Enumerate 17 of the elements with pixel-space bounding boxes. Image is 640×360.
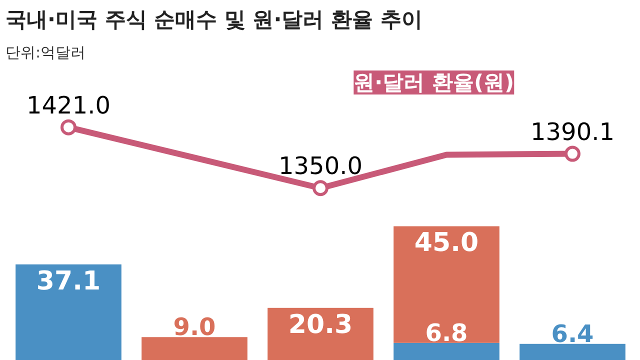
bar bbox=[394, 342, 500, 360]
data-label: 20.3 bbox=[288, 310, 353, 340]
data-label: 45.0 bbox=[414, 228, 479, 258]
data-label: 1390.1 bbox=[530, 118, 614, 146]
data-label: 37.1 bbox=[36, 266, 101, 296]
data-label: 1421.0 bbox=[26, 91, 110, 120]
text: 원·달러 환율(원) bbox=[354, 70, 514, 94]
bar bbox=[394, 226, 500, 343]
chart-title: 국내·미국 주식 순매수 및 원·달러 환율 추이 bbox=[6, 8, 422, 32]
data-label: 6.8 bbox=[425, 318, 468, 347]
data-label: 1350.0 bbox=[278, 152, 362, 180]
bar bbox=[142, 337, 248, 360]
bar bbox=[16, 264, 122, 360]
data-label: 6.4 bbox=[551, 320, 594, 348]
bar bbox=[520, 344, 626, 360]
chart-subtitle: 단위:억달러 bbox=[6, 44, 86, 62]
data-label: 9.0 bbox=[173, 313, 216, 342]
